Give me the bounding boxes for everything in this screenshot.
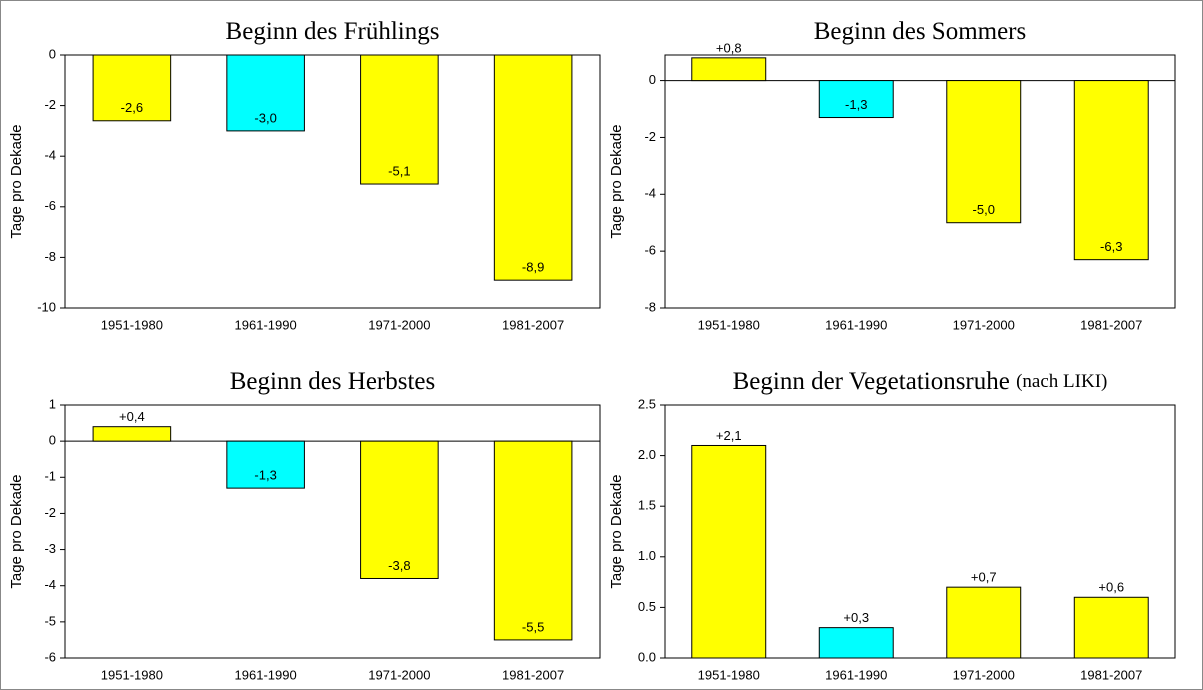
x-tick-label: 1971-2000 (953, 667, 1015, 682)
y-tick-label: -2 (644, 129, 656, 144)
chart-title: Beginn des Sommers (814, 18, 1027, 45)
y-tick-label: 0 (49, 433, 56, 448)
title-main: Beginn der Vegetationsruhe (733, 368, 1010, 395)
bar (818, 80, 894, 119)
y-tick-label: -4 (44, 577, 56, 592)
y-axis-label: Tage pro Dekade (8, 124, 25, 238)
y-tick-label: 2.0 (638, 447, 656, 462)
x-tick-label: 1981-2007 (1080, 317, 1142, 332)
x-tick-label: 1981-2007 (502, 317, 564, 332)
y-tick-label: -6 (44, 198, 56, 213)
x-tick-label: 1971-2000 (368, 317, 430, 332)
bar (226, 54, 305, 132)
bar (493, 440, 573, 641)
value-label: -1,3 (845, 97, 867, 112)
bar (92, 54, 172, 122)
bar (226, 440, 305, 489)
y-tick-label: 1 (49, 396, 56, 411)
value-label: -3,0 (254, 110, 276, 125)
y-tick-label: -8 (644, 299, 656, 314)
y-tick-label: -6 (44, 649, 56, 664)
bar (493, 54, 573, 281)
value-label: +0,6 (1098, 580, 1124, 595)
x-tick-label: 1951-1980 (698, 667, 760, 682)
value-label: -3,8 (388, 558, 410, 573)
y-tick-label: -4 (44, 148, 56, 163)
title-main: Beginn des Herbstes (230, 368, 436, 395)
y-tick-label: -4 (644, 186, 656, 201)
y-tick-label: 2.5 (638, 396, 656, 411)
x-tick-label: 1961-1990 (825, 667, 887, 682)
plot-frame (664, 404, 1176, 659)
bar (946, 80, 1022, 224)
y-tick-label: 0 (649, 72, 656, 87)
value-label: -5,5 (522, 619, 544, 634)
y-tick-label: -5 (44, 613, 56, 628)
chart-title: Beginn des Herbstes (230, 368, 436, 395)
title-main: Beginn des Sommers (814, 18, 1027, 45)
y-tick-label: 0.0 (638, 649, 656, 664)
value-label: -5,1 (388, 163, 410, 178)
value-label: -5,0 (973, 202, 995, 217)
title-main: Beginn des Frühlings (226, 18, 440, 45)
x-tick-label: 1981-2007 (1080, 667, 1142, 682)
value-label: +0,4 (119, 409, 145, 424)
y-axis-label: Tage pro Dekade (608, 474, 625, 588)
y-axis-label: Tage pro Dekade (8, 474, 25, 588)
x-tick-label: 1971-2000 (953, 317, 1015, 332)
value-label: +0,3 (843, 610, 869, 625)
y-tick-label: -6 (644, 243, 656, 258)
y-tick-label: -2 (44, 97, 56, 112)
x-tick-label: 1961-1990 (825, 317, 887, 332)
bar (360, 440, 439, 579)
value-label: -6,3 (1100, 239, 1122, 254)
chart-title: Beginn des Frühlings (226, 18, 440, 45)
x-tick-label: 1981-2007 (502, 667, 564, 682)
value-label: +0,7 (971, 570, 997, 585)
value-label: -8,9 (522, 260, 544, 275)
plot-frame (64, 54, 601, 309)
y-tick-label: -3 (44, 541, 56, 556)
bar (92, 426, 172, 442)
x-tick-label: 1951-1980 (101, 667, 163, 682)
y-axis-label: Tage pro Dekade (608, 124, 625, 238)
y-tick-label: -1 (44, 469, 56, 484)
value-label: +2,1 (716, 428, 742, 443)
x-tick-label: 1961-1990 (235, 317, 297, 332)
y-tick-label: 0 (49, 46, 56, 61)
chart-title: Beginn der Vegetationsruhe (nach LIKI) (733, 368, 1108, 395)
x-tick-label: 1951-1980 (101, 317, 163, 332)
plot-frame (64, 404, 601, 659)
bar (691, 444, 767, 659)
value-label: +0,8 (716, 40, 742, 55)
title-suffix: (nach LIKI) (1016, 371, 1107, 392)
y-tick-label: -2 (44, 505, 56, 520)
bar (360, 54, 439, 185)
x-tick-label: 1961-1990 (235, 667, 297, 682)
y-tick-label: 1.5 (638, 498, 656, 513)
y-tick-label: -10 (37, 299, 56, 314)
value-label: -2,6 (121, 100, 143, 115)
bar (818, 627, 894, 659)
bar (691, 57, 767, 82)
bar (1073, 80, 1149, 261)
y-tick-label: 1.0 (638, 548, 656, 563)
x-tick-label: 1951-1980 (698, 317, 760, 332)
bar (1073, 596, 1149, 659)
value-label: -1,3 (254, 468, 276, 483)
y-tick-label: -8 (44, 249, 56, 264)
y-tick-label: 0.5 (638, 599, 656, 614)
bar (946, 586, 1022, 659)
plot-frame (664, 54, 1176, 309)
x-tick-label: 1971-2000 (368, 667, 430, 682)
